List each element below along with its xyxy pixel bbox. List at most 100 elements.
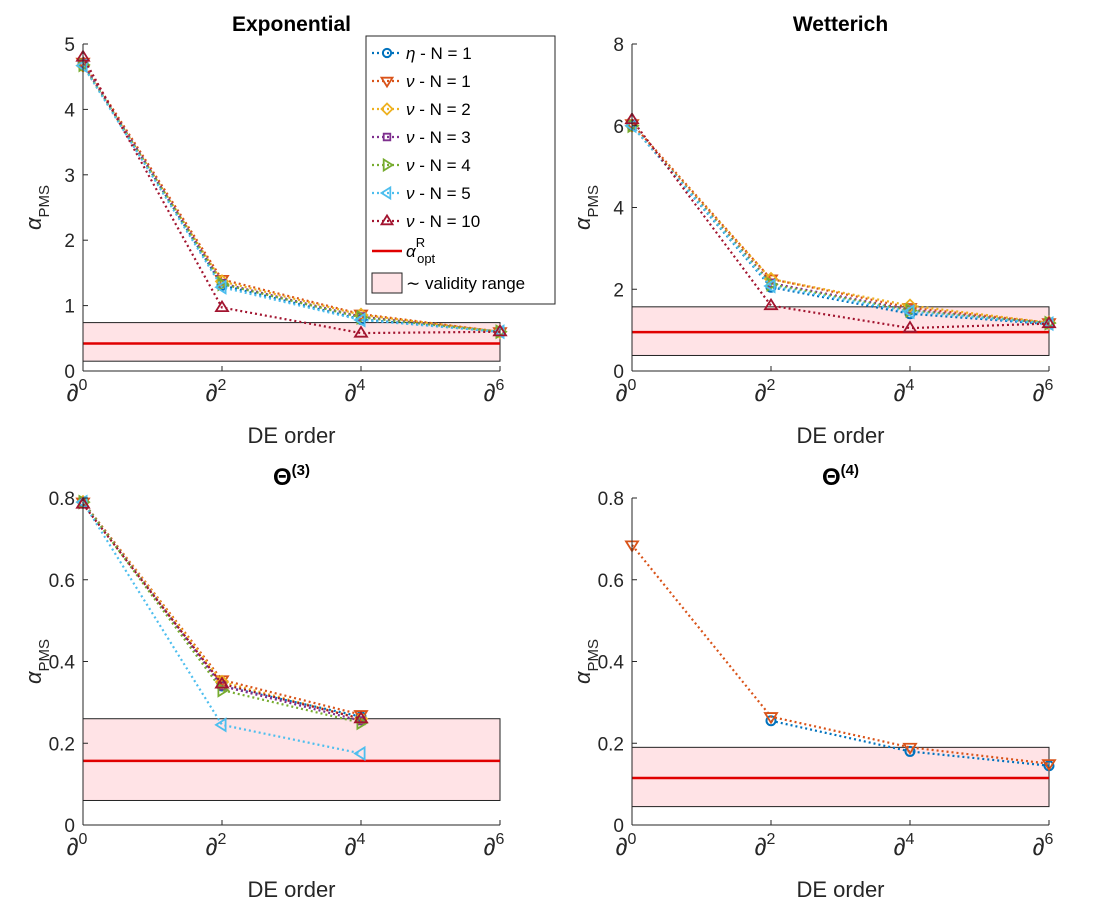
- x-tick-label: ∂6: [1033, 831, 1054, 861]
- series-5: [627, 118, 1057, 331]
- x-tick-exponent: 0: [78, 831, 87, 848]
- y-tick-label: 4: [64, 100, 75, 121]
- legend-entry-3: ν - N = 2: [372, 100, 471, 119]
- legend-marker: [379, 76, 395, 89]
- legend-text: - N = 4: [415, 156, 471, 175]
- y-tick-label: 0.2: [598, 734, 624, 755]
- chart-title: Θ(4): [822, 462, 859, 491]
- chart-title: Exponential: [232, 13, 351, 36]
- data-point: [902, 320, 918, 333]
- legend-text: - N = 2: [415, 100, 471, 119]
- legend-label: ν - N = 1: [406, 72, 471, 91]
- x-tick-exponent: 0: [627, 831, 636, 848]
- y-tick-label: 3: [64, 166, 75, 187]
- x-tick-partial: ∂: [484, 380, 496, 407]
- legend-label: ∼ validity range: [406, 274, 525, 293]
- x-tick-exponent: 4: [356, 831, 365, 848]
- legend-label: η - N = 1: [406, 44, 472, 63]
- y-tick-label: 0.6: [49, 571, 75, 592]
- legend-tilde: ∼: [406, 274, 420, 293]
- legend-entry-validity: ∼ validity range: [371, 272, 525, 294]
- data-point: [763, 278, 776, 294]
- legend-greek: ν: [406, 184, 415, 203]
- y-tick-label: 0.8: [49, 489, 75, 510]
- x-tick-partial: ∂: [206, 834, 218, 861]
- series-line: [631, 125, 1050, 325]
- y-tick-label: 0.6: [598, 571, 624, 592]
- y-tick-label: 5: [64, 35, 75, 56]
- data-point: [353, 711, 369, 724]
- legend-entry-6: ν - N = 5: [372, 184, 471, 203]
- legend-greek: ν: [406, 156, 415, 175]
- y-tick-label: 6: [613, 117, 624, 138]
- y-axis-label: αPMS: [21, 185, 53, 230]
- y-axis-label: αPMS: [570, 185, 602, 230]
- x-tick-exponent: 4: [356, 377, 365, 394]
- legend-text: - N = 5: [415, 184, 471, 203]
- legend-entry-alpha-opt: αR opt: [372, 235, 436, 266]
- x-tick-label: ∂0: [616, 831, 637, 861]
- x-tick-label: ∂6: [484, 377, 505, 407]
- x-axis-label: DE order: [247, 423, 335, 448]
- x-tick-exponent: 6: [495, 831, 504, 848]
- x-tick-exponent: 2: [766, 377, 775, 394]
- legend-text: - N = 1: [415, 44, 471, 63]
- legend: η - N = 1 ν - N = 1 ν - N = 2 ν - N = 3 ν - …: [365, 35, 556, 305]
- x-tick-partial: ∂: [894, 834, 906, 861]
- data-point: [214, 299, 230, 313]
- y-label-symbol: α: [21, 216, 46, 230]
- x-tick-label: ∂4: [345, 377, 366, 407]
- x-tick-label: ∂2: [755, 831, 776, 861]
- legend-text: validity range: [420, 274, 525, 293]
- y-axis-label: αPMS: [570, 639, 602, 684]
- data-point: [1041, 315, 1057, 329]
- legend-subscript: opt: [417, 251, 435, 266]
- series-7: [624, 111, 1057, 333]
- x-tick-label: ∂6: [1033, 377, 1054, 407]
- x-tick-partial: ∂: [755, 834, 767, 861]
- y-label-symbol: α: [21, 670, 46, 684]
- y-tick-label: 0: [613, 816, 624, 837]
- x-tick-partial: ∂: [345, 380, 357, 407]
- data-point: [214, 717, 227, 733]
- series-line: [82, 64, 501, 333]
- legend-label: αR opt: [406, 235, 436, 266]
- data-point: [353, 745, 366, 762]
- legend-label: ν - N = 3: [406, 128, 471, 147]
- data-point: [217, 276, 230, 292]
- x-tick-exponent: 4: [905, 831, 914, 848]
- x-tick-label: ∂4: [894, 377, 915, 407]
- x-tick-partial: ∂: [67, 834, 79, 861]
- data-point: [353, 325, 369, 338]
- series-6: [624, 118, 1054, 332]
- data-point: [902, 304, 915, 320]
- y-tick-label: 2: [613, 280, 624, 301]
- data-point: [763, 297, 779, 311]
- legend-greek: ν: [406, 212, 415, 231]
- x-tick-partial: ∂: [345, 834, 357, 861]
- x-tick-exponent: 6: [1044, 831, 1053, 848]
- legend-marker: [379, 185, 392, 201]
- x-tick-label: ∂4: [894, 831, 915, 861]
- legend-entry-5: ν - N = 4: [372, 156, 471, 175]
- title-superscript: (3): [292, 462, 310, 479]
- series-4: [627, 121, 1054, 328]
- legend-greek: ν: [406, 100, 415, 119]
- legend-text: - N = 10: [415, 212, 481, 231]
- data-point: [353, 312, 366, 328]
- y-label-subscript: PMS: [585, 185, 602, 218]
- legend-label: ν - N = 5: [406, 184, 471, 203]
- data-point: [214, 676, 230, 689]
- data-point: [902, 742, 918, 756]
- series-line: [631, 118, 1050, 330]
- x-tick-exponent: 6: [495, 377, 504, 394]
- title-main: Θ: [273, 464, 292, 491]
- y-tick-label: 4: [613, 199, 624, 220]
- x-tick-partial: ∂: [894, 380, 906, 407]
- title-superscript: (4): [841, 462, 859, 479]
- x-tick-exponent: 6: [1044, 377, 1053, 394]
- series-line: [631, 122, 1050, 324]
- x-tick-label: ∂2: [755, 377, 776, 407]
- y-tick-label: 0: [64, 362, 75, 383]
